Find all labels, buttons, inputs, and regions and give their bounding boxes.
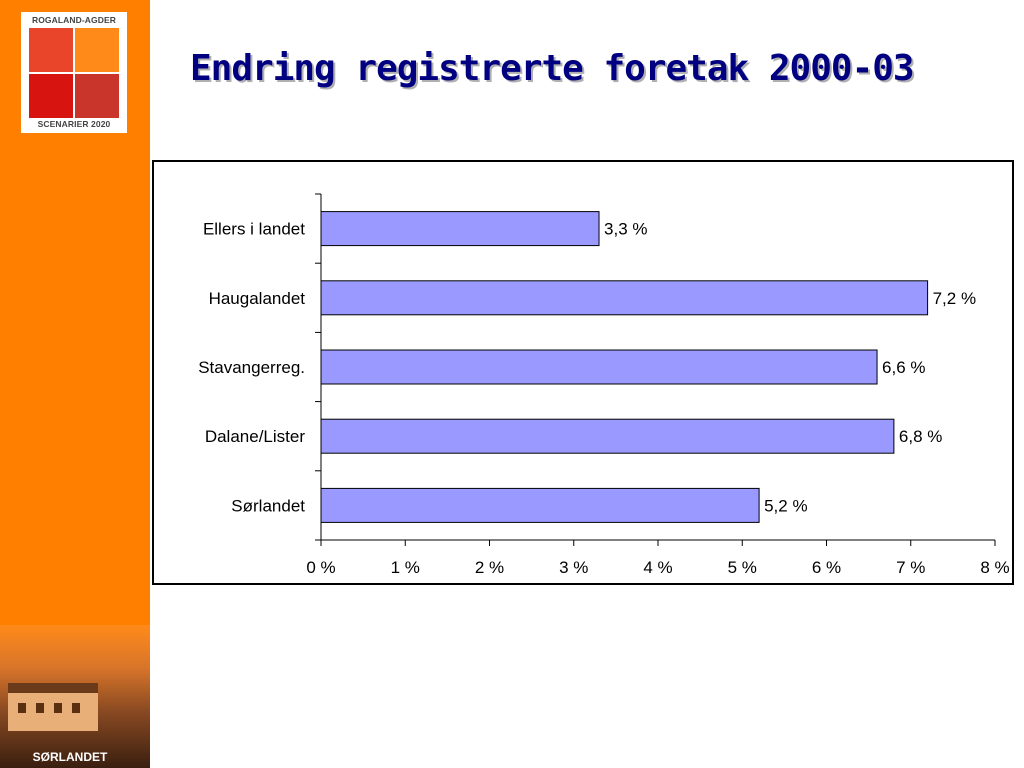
bar-chart: Ellers i landet 3,3 % Haugalandet 7,2 % Stav… bbox=[198, 193, 1010, 577]
sidebar: ROGALAND-AGDER SCENARIER 2020 SØRLANDET bbox=[0, 0, 150, 768]
slide-title: Endring registrerte foretak 2000-03 bbox=[190, 48, 915, 89]
bar-4 bbox=[320, 418, 895, 454]
x-tick-label: 1 % bbox=[391, 558, 420, 577]
data-label: 6,6 % bbox=[882, 358, 925, 377]
category-label: Dalane/Lister bbox=[205, 427, 306, 446]
chart-frame: Ellers i landet 3,3 % Haugalandet 7,2 % Stav… bbox=[152, 160, 1014, 585]
house-image bbox=[8, 683, 98, 731]
bar-5 bbox=[320, 487, 760, 523]
logo-square-3 bbox=[29, 74, 73, 118]
logo-square-1 bbox=[29, 28, 73, 72]
x-tick-label: 2 % bbox=[475, 558, 504, 577]
data-label: 7,2 % bbox=[933, 289, 976, 308]
data-label: 6,8 % bbox=[899, 427, 942, 446]
logo: ROGALAND-AGDER SCENARIER 2020 bbox=[21, 12, 127, 133]
x-tick-label: 0 % bbox=[306, 558, 335, 577]
bar-2 bbox=[320, 280, 929, 316]
x-tick-label: 8 % bbox=[980, 558, 1009, 577]
logo-square-4 bbox=[75, 74, 119, 118]
x-tick-label: 5 % bbox=[728, 558, 757, 577]
category-label: Sørlandet bbox=[231, 496, 305, 515]
logo-square-2 bbox=[75, 28, 119, 72]
data-label: 3,3 % bbox=[604, 220, 647, 239]
data-label: 5,2 % bbox=[764, 496, 807, 515]
x-tick-label: 4 % bbox=[643, 558, 672, 577]
sidebar-photo-label: SØRLANDET bbox=[32, 750, 108, 764]
bar-1 bbox=[320, 211, 600, 247]
x-tick-label: 3 % bbox=[559, 558, 588, 577]
category-label: Stavangerreg. bbox=[198, 358, 305, 377]
logo-bottom-text: SCENARIER 2020 bbox=[37, 119, 111, 129]
category-label: Ellers i landet bbox=[203, 220, 305, 239]
logo-top-text: ROGALAND-AGDER bbox=[31, 15, 117, 25]
category-label: Haugalandet bbox=[209, 289, 306, 308]
x-tick-label: 6 % bbox=[812, 558, 841, 577]
bar-3 bbox=[320, 349, 878, 385]
x-tick-label: 7 % bbox=[896, 558, 925, 577]
sidebar-photo: SØRLANDET bbox=[0, 625, 150, 768]
